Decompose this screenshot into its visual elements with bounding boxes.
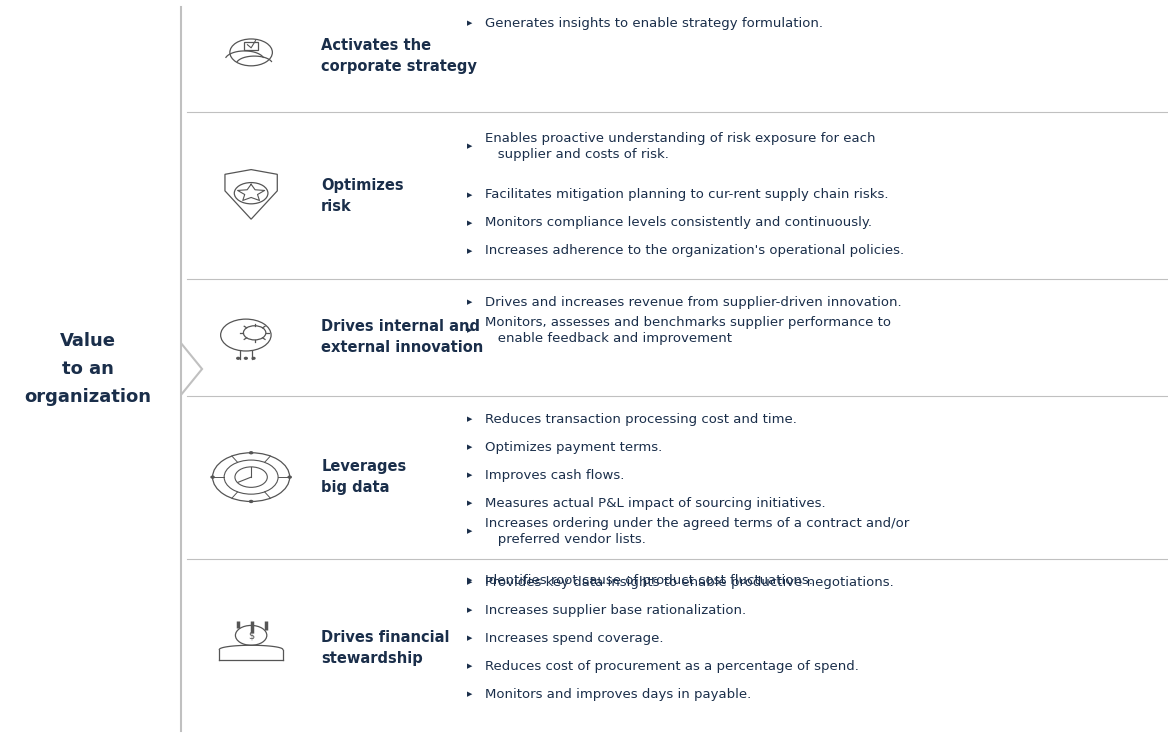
Text: Monitors compliance levels consistently and continuously.: Monitors compliance levels consistently … — [485, 216, 871, 230]
Circle shape — [250, 500, 252, 503]
Text: Improves cash flows.: Improves cash flows. — [485, 469, 624, 482]
Text: Drives internal and
external innovation: Drives internal and external innovation — [321, 320, 484, 355]
Text: ▶: ▶ — [467, 192, 472, 198]
Text: Optimizes
risk: Optimizes risk — [321, 178, 404, 213]
Text: Generates insights to enable strategy formulation.: Generates insights to enable strategy fo… — [485, 17, 822, 30]
Text: Provides key data insights to enable productive negotiations.: Provides key data insights to enable pro… — [485, 576, 894, 589]
Text: Activates the
corporate strategy: Activates the corporate strategy — [321, 38, 477, 74]
Text: ▶: ▶ — [467, 692, 472, 697]
Text: Measures actual P&L impact of sourcing initiatives.: Measures actual P&L impact of sourcing i… — [485, 497, 826, 510]
Circle shape — [252, 357, 255, 359]
Text: Facilitates mitigation planning to cur-rent supply chain risks.: Facilitates mitigation planning to cur-r… — [485, 188, 888, 201]
Text: Increases supplier base rationalization.: Increases supplier base rationalization. — [485, 604, 746, 617]
Circle shape — [288, 476, 291, 478]
Text: ▶: ▶ — [467, 300, 472, 306]
Text: Reduces cost of procurement as a percentage of spend.: Reduces cost of procurement as a percent… — [485, 660, 858, 673]
Text: $: $ — [248, 630, 255, 641]
Text: ▶: ▶ — [467, 607, 472, 613]
Text: Monitors and improves days in payable.: Monitors and improves days in payable. — [485, 688, 751, 701]
Text: ▶: ▶ — [467, 444, 472, 450]
Text: ▶: ▶ — [467, 220, 472, 226]
Text: ▶: ▶ — [467, 635, 472, 641]
Text: Reduces transaction processing cost and time.: Reduces transaction processing cost and … — [485, 413, 797, 426]
Circle shape — [244, 357, 248, 359]
Text: ▶: ▶ — [467, 328, 472, 334]
Text: Leverages
big data: Leverages big data — [321, 459, 406, 495]
Text: Value
to an
organization: Value to an organization — [25, 332, 151, 406]
Text: ▶: ▶ — [467, 663, 472, 669]
Text: ▶: ▶ — [467, 579, 472, 585]
Text: Identifies root cause of product cost fluctuations.: Identifies root cause of product cost fl… — [485, 573, 813, 587]
Circle shape — [237, 357, 239, 359]
Circle shape — [250, 452, 252, 454]
Text: ▶: ▶ — [467, 416, 472, 422]
Text: ▶: ▶ — [467, 472, 472, 478]
Text: ▶: ▶ — [467, 248, 472, 254]
Text: ▶: ▶ — [467, 143, 472, 149]
Text: ▶: ▶ — [467, 500, 472, 506]
Text: Drives and increases revenue from supplier-driven innovation.: Drives and increases revenue from suppli… — [485, 296, 902, 309]
Text: Monitors, assesses and benchmarks supplier performance to
   enable feedback and: Monitors, assesses and benchmarks suppli… — [485, 316, 891, 345]
Text: Enables proactive understanding of risk exposure for each
   supplier and costs : Enables proactive understanding of risk … — [485, 131, 875, 161]
Text: Increases adherence to the organization's operational policies.: Increases adherence to the organization'… — [485, 244, 904, 258]
Text: ▶: ▶ — [467, 21, 472, 27]
Circle shape — [211, 476, 214, 478]
Text: Increases ordering under the agreed terms of a contract and/or
   preferred vend: Increases ordering under the agreed term… — [485, 517, 909, 546]
Text: Drives financial
stewardship: Drives financial stewardship — [321, 630, 450, 666]
Text: Increases spend coverage.: Increases spend coverage. — [485, 632, 663, 645]
Text: Optimizes payment terms.: Optimizes payment terms. — [485, 441, 662, 454]
Text: ▶: ▶ — [467, 528, 472, 534]
Text: ▶: ▶ — [467, 577, 472, 583]
